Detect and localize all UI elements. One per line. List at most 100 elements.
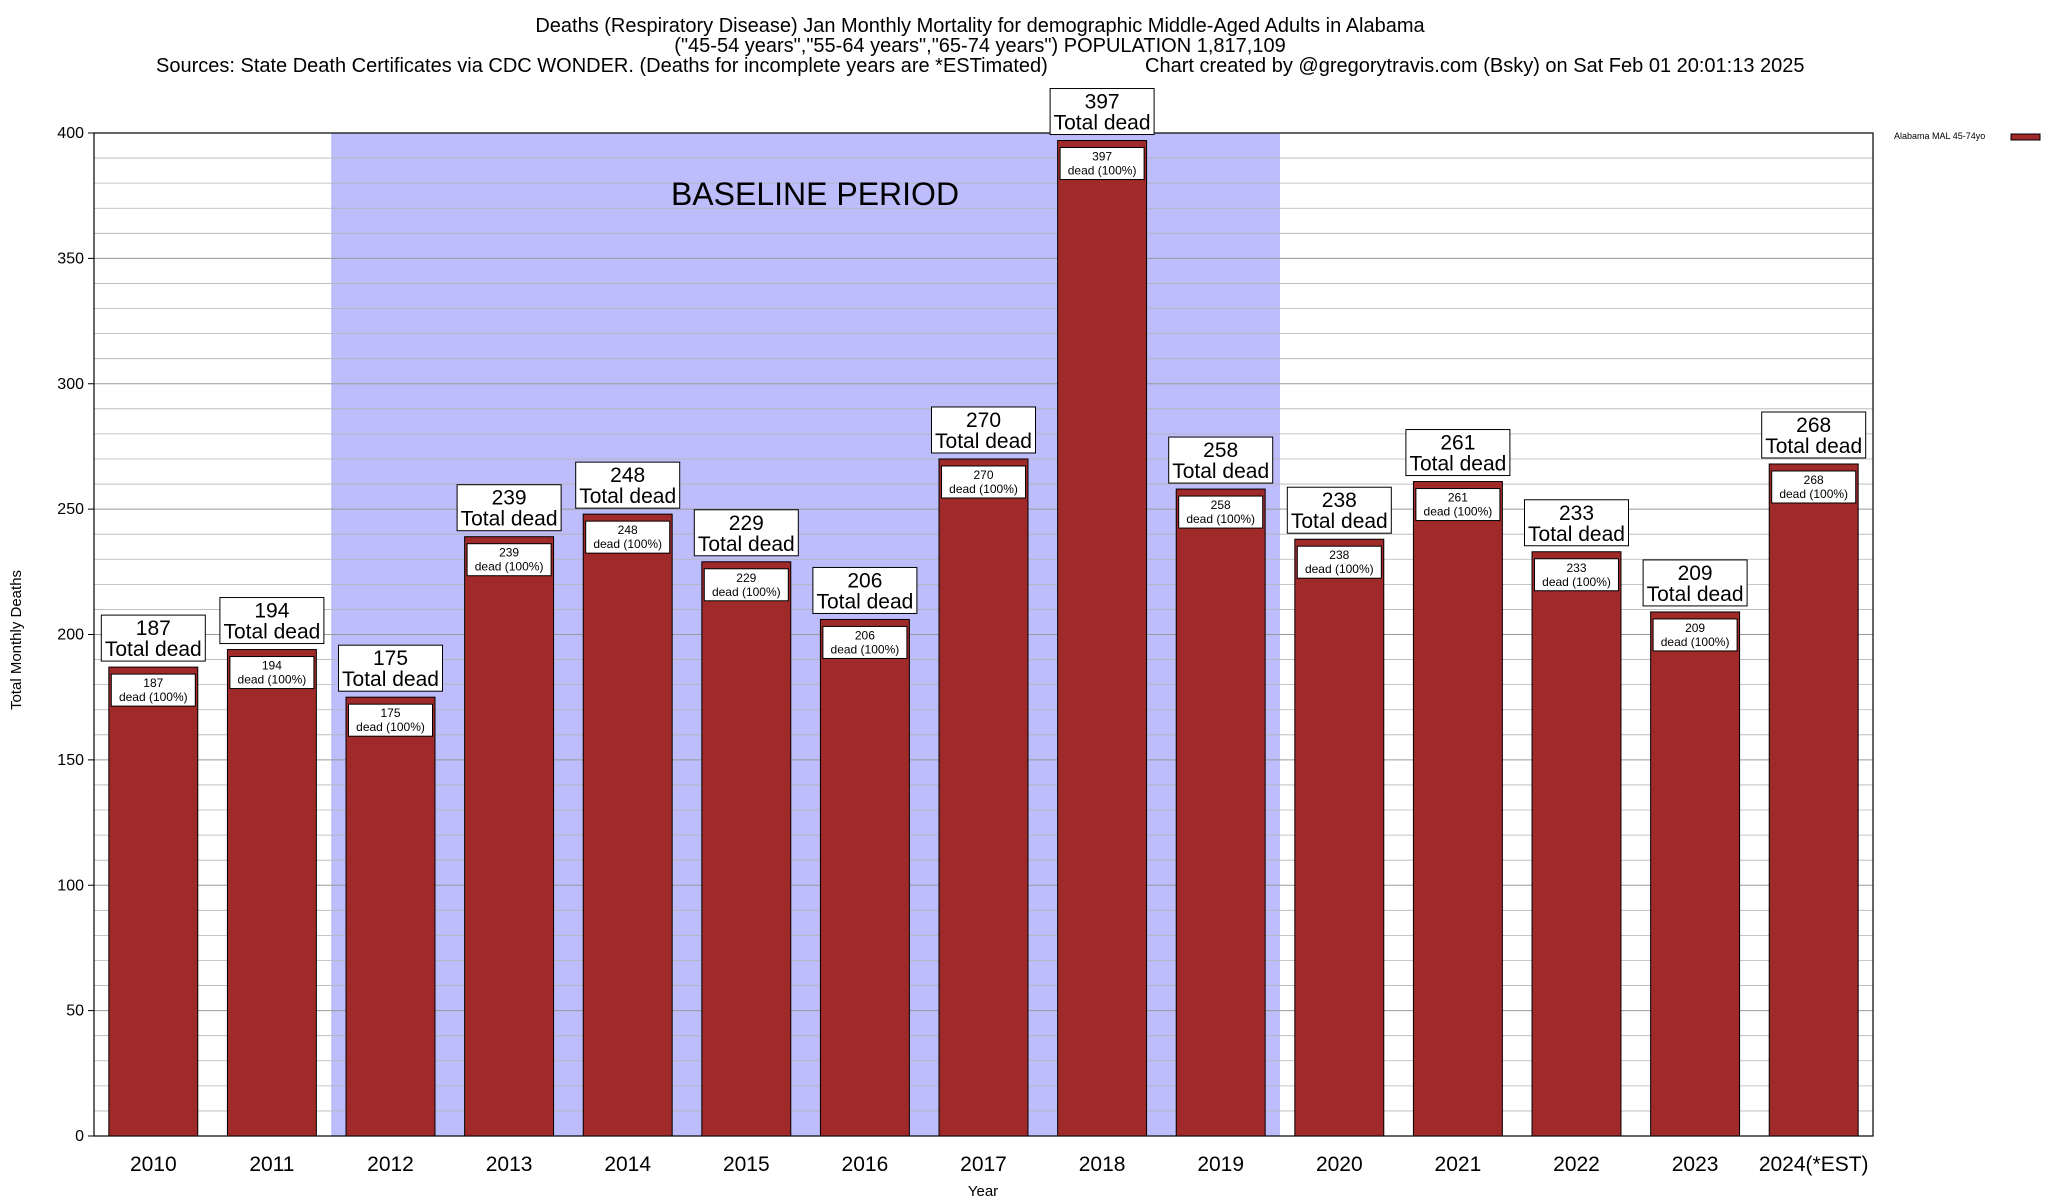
- x-tick-label: 2018: [1079, 1153, 1126, 1176]
- bar-inner-percent: dead (100%): [712, 585, 781, 599]
- x-tick-label: 2024(*EST): [1759, 1153, 1869, 1176]
- bar-inner-value: 229: [736, 571, 756, 585]
- bar-total-word: Total dead: [579, 485, 676, 508]
- x-tick-label: 2020: [1316, 1153, 1363, 1176]
- bar-inner-percent: dead (100%): [949, 482, 1018, 496]
- legend-swatch: [2010, 133, 2041, 141]
- bar-inner-percent: dead (100%): [593, 537, 662, 551]
- bar-inner-percent: dead (100%): [475, 560, 544, 574]
- bar-total-label-box: [456, 484, 562, 532]
- bar-inner-label-box: [703, 568, 789, 602]
- bar-total-word: Total dead: [1054, 112, 1151, 135]
- bar-total-value: 238: [1322, 489, 1357, 512]
- bar-total-value: 206: [847, 569, 882, 592]
- bar-inner-percent: dead (100%): [1542, 575, 1611, 589]
- bar-total-label-box: [693, 509, 799, 557]
- bar-inner-value: 239: [499, 546, 519, 560]
- bar-inner-label-box: [941, 465, 1026, 499]
- bar-total-label-box: [1405, 429, 1511, 477]
- legend: Alabama MAL 45-74yo: [1894, 131, 2041, 141]
- bar-inner-percent: dead (100%): [119, 690, 188, 704]
- bar-inner-percent: dead (100%): [1068, 164, 1137, 178]
- x-tick-label: 2023: [1672, 1153, 1719, 1176]
- bar-inner-percent: dead (100%): [1186, 512, 1255, 526]
- bar-inner-label-box: [110, 673, 196, 707]
- chart-title-line1: Deaths (Respiratory Disease) Jan Monthly…: [535, 15, 1425, 37]
- bar-total-value: 397: [1085, 91, 1120, 114]
- bar: [1412, 481, 1503, 1137]
- bar-inner-value: 233: [1566, 561, 1586, 575]
- bar-total-word: Total dead: [461, 508, 558, 531]
- y-axis-title: Total Monthly Deaths: [8, 570, 25, 710]
- bar-total-label-box: [1761, 411, 1867, 459]
- bar-inner-percent: dead (100%): [831, 642, 900, 656]
- bar-total-label-box: [1168, 436, 1274, 484]
- bar: [464, 536, 555, 1137]
- bar-total-value: 248: [610, 464, 645, 487]
- y-tick-label: 200: [57, 627, 84, 644]
- bar-total-label-box: [219, 597, 325, 645]
- bar-inner-label-box: [1178, 495, 1264, 529]
- bar-inner-value: 175: [380, 706, 400, 720]
- bar-inner-label-box: [822, 625, 908, 659]
- bar: [1531, 551, 1622, 1137]
- bar-total-value: 187: [136, 617, 171, 640]
- bar-inner-label-box: [229, 656, 315, 690]
- bar-inner-value: 194: [262, 659, 282, 673]
- bar: [345, 696, 436, 1137]
- chart-title-line2: ("45-54 years","55-64 years","65-74 year…: [674, 35, 1285, 57]
- bar-inner-value: 187: [143, 676, 163, 690]
- bar: [226, 649, 317, 1137]
- bar-inner-percent: dead (100%): [356, 720, 425, 734]
- bar: [701, 561, 792, 1137]
- bar-inner-percent: dead (100%): [238, 673, 307, 687]
- bar-total-value: 175: [373, 647, 408, 670]
- legend-label: Alabama MAL 45-74yo: [1894, 131, 1985, 141]
- bar-inner-label-box: [1296, 545, 1382, 579]
- bar: [1057, 140, 1148, 1137]
- bar: [938, 458, 1029, 1137]
- bar-inner-value: 238: [1329, 548, 1349, 562]
- bar-total-label-box: [1049, 88, 1155, 136]
- bar-total-value: 239: [492, 487, 527, 510]
- bar: [1294, 538, 1385, 1137]
- bar: [1175, 488, 1266, 1137]
- x-tick-label: 2011: [249, 1153, 294, 1176]
- bar-inner-value: 268: [1804, 473, 1824, 487]
- bar-total-word: Total dead: [1291, 510, 1388, 533]
- bar-total-label-box: [575, 461, 681, 509]
- bar: [1650, 611, 1741, 1137]
- bar-inner-label-box: [466, 543, 552, 577]
- x-tick-label: 2015: [723, 1153, 770, 1176]
- bar-inner-label-box: [1059, 147, 1145, 181]
- bar-total-label-box: [1524, 499, 1629, 547]
- bar-total-word: Total dead: [935, 430, 1032, 453]
- bar-total-word: Total dead: [1765, 435, 1862, 458]
- bar-inner-percent: dead (100%): [1305, 562, 1374, 576]
- bar-inner-value: 206: [855, 628, 875, 642]
- bar-total-word: Total dead: [105, 638, 202, 661]
- chart-sources-note: Sources: State Death Certificates via CD…: [156, 55, 1048, 77]
- bar-inner-label-box: [585, 520, 671, 554]
- bar-total-label-box: [1642, 559, 1748, 607]
- bar-inner-label-box: [1415, 488, 1501, 522]
- bar-inner-value: 270: [973, 468, 993, 482]
- bar-total-value: 270: [966, 409, 1001, 432]
- baseline-period-label: BASELINE PERIOD: [671, 176, 959, 212]
- bar-inner-percent: dead (100%): [1424, 505, 1493, 519]
- bar-inner-value: 209: [1685, 621, 1705, 635]
- y-tick-label: 250: [57, 501, 84, 518]
- bar-total-word: Total dead: [1409, 453, 1506, 476]
- bar-total-label-box: [100, 614, 206, 662]
- bar-total-value: 194: [254, 600, 289, 623]
- bar-inner-percent: dead (100%): [1661, 635, 1730, 649]
- bar-total-word: Total dead: [223, 621, 320, 644]
- y-tick-label: 400: [57, 125, 84, 142]
- bar-total-value: 268: [1796, 414, 1831, 437]
- bar-inner-percent: dead (100%): [1779, 487, 1848, 501]
- bar-total-label-box: [338, 644, 443, 692]
- bar-total-word: Total dead: [342, 668, 439, 691]
- x-tick-label: 2010: [130, 1153, 177, 1176]
- x-tick-label: 2014: [604, 1153, 651, 1176]
